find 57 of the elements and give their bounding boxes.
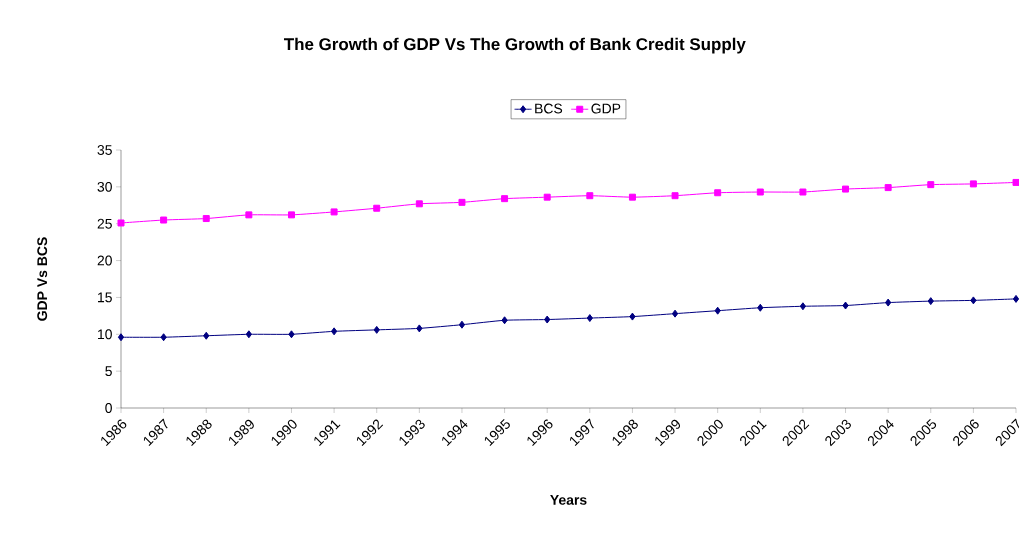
y-tick-label: 10 <box>98 329 112 340</box>
point <box>288 330 295 339</box>
point <box>586 192 594 200</box>
point <box>415 200 423 208</box>
point <box>1012 294 1019 303</box>
point <box>117 219 125 227</box>
point <box>842 185 850 193</box>
point <box>373 204 381 212</box>
y-tick-label: 20 <box>97 255 112 266</box>
point <box>885 298 892 307</box>
point <box>757 303 764 312</box>
y-axis-title: GDP Vs BCS <box>37 237 48 321</box>
chart-title: The Growth of GDP Vs The Growth of Bank Credit Supply <box>283 37 746 54</box>
y-tick-label: 25 <box>97 218 112 229</box>
legend-label: GDP <box>591 103 621 114</box>
point <box>628 193 636 201</box>
point <box>756 188 764 196</box>
point <box>799 188 807 196</box>
point <box>714 189 722 197</box>
point <box>330 327 338 336</box>
point <box>373 325 380 334</box>
point <box>501 316 508 325</box>
y-tick-label: 15 <box>98 292 112 303</box>
point <box>927 181 935 189</box>
x-axis-title: Years <box>550 495 587 505</box>
point <box>544 315 551 324</box>
point <box>927 297 934 306</box>
point <box>202 215 210 223</box>
point <box>1012 178 1019 186</box>
point <box>799 302 807 311</box>
point <box>245 330 252 339</box>
point <box>160 333 167 342</box>
point <box>714 306 721 315</box>
point <box>245 211 253 219</box>
point <box>969 180 977 188</box>
legend-label: BCS <box>535 103 563 114</box>
y-tick-label: 30 <box>97 181 112 192</box>
point <box>629 312 636 321</box>
point <box>671 309 679 318</box>
point <box>458 320 466 329</box>
y-tick-label: 5 <box>105 366 112 377</box>
point <box>671 192 679 200</box>
point <box>160 216 168 224</box>
point <box>586 314 593 323</box>
point <box>501 195 509 203</box>
y-tick-label: 0 <box>105 403 112 413</box>
point <box>287 211 295 219</box>
point <box>416 324 423 333</box>
y-tick-label: 35 <box>97 145 112 155</box>
point <box>117 333 125 342</box>
point <box>884 184 892 192</box>
point <box>842 301 849 310</box>
point <box>543 193 551 201</box>
point <box>970 296 977 305</box>
point <box>330 208 338 216</box>
point <box>203 331 210 340</box>
point <box>458 198 466 206</box>
